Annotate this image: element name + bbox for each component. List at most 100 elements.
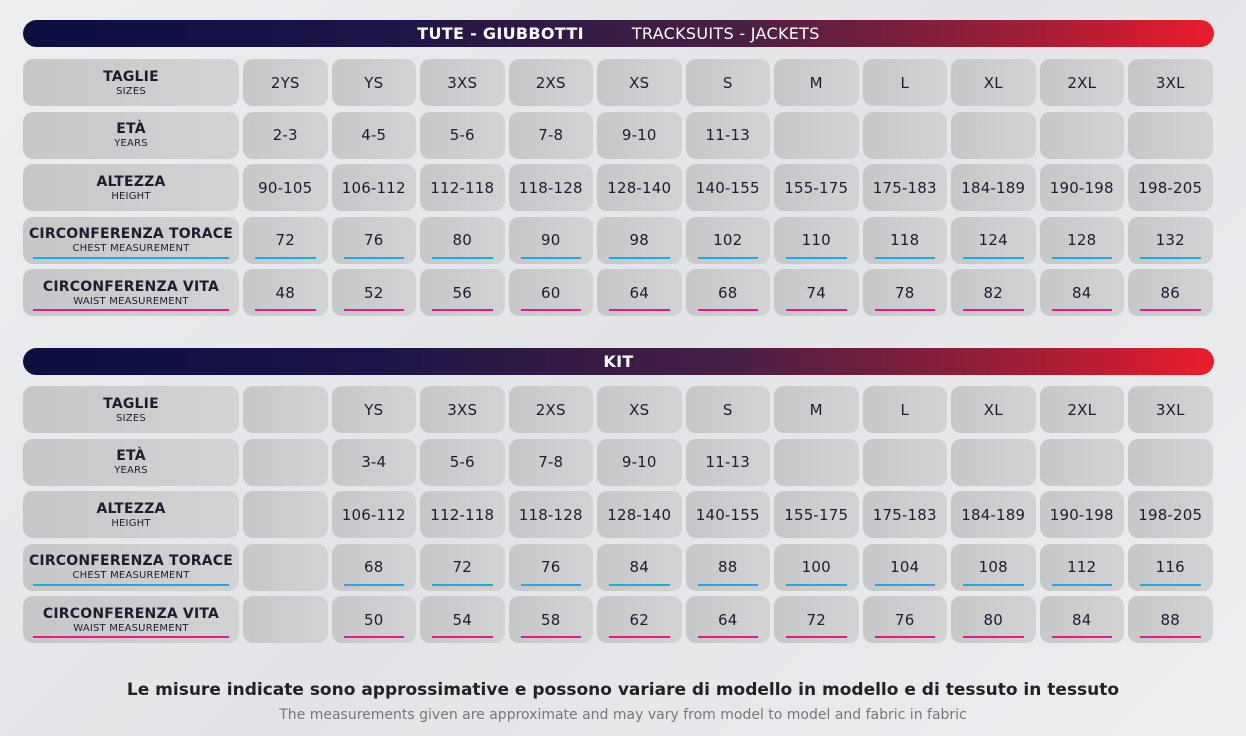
- table-cell: 58: [508, 596, 593, 643]
- table-cell: 72: [243, 216, 328, 264]
- row-label-it: ETÀ: [116, 448, 146, 464]
- table-cell: [1128, 438, 1213, 486]
- table-cell: 102: [685, 216, 770, 264]
- table-cell: YS: [331, 59, 416, 106]
- table-cell: 3XL: [1128, 386, 1213, 433]
- table-cell: 110: [774, 216, 859, 264]
- table-cell: [951, 111, 1036, 159]
- table-cell: 116: [1128, 543, 1213, 591]
- table-cell: 128-140: [597, 164, 682, 211]
- section-title: TUTE - GIUBBOTTI: [417, 24, 584, 43]
- size-table-tracksuits: TAGLIE SIZES 2YS YS 3XS 2XS XS S M L XL 2XL 3XL ETÀ YE…: [23, 59, 1213, 316]
- table-cell: 2XS: [508, 59, 593, 106]
- row-label-it: TAGLIE: [103, 395, 159, 412]
- table-cell: 82: [951, 269, 1036, 316]
- row-label-en: HEIGHT: [111, 517, 151, 529]
- table-cell: 76: [862, 596, 947, 643]
- disclaimer-en: The measurements given are approximate a…: [279, 707, 967, 723]
- row-label-en: WAIST MEASUREMENT: [73, 295, 189, 307]
- table-cell: [1128, 111, 1213, 159]
- table-cell: [243, 596, 328, 643]
- table-cell: 112: [1039, 543, 1124, 591]
- table-cell: [243, 491, 328, 538]
- row-label-it: TAGLIE: [103, 68, 159, 85]
- table-cell: YS: [331, 386, 416, 433]
- table-cell: 60: [508, 269, 593, 316]
- table-cell: [243, 438, 328, 486]
- row-label-it: CIRCONFERENZA VITA: [42, 605, 220, 622]
- table-cell: 2XS: [508, 386, 593, 433]
- table-cell: 118: [862, 216, 947, 264]
- table-cell: 140-155: [685, 491, 770, 538]
- table-cell: 68: [331, 543, 416, 591]
- row-label: CIRCONFERENZA TORACE CHEST MEASUREMENT: [23, 543, 239, 591]
- table-cell: XS: [597, 386, 682, 433]
- table-cell: 84: [1039, 596, 1124, 643]
- row-label: ETÀ YEARS: [23, 438, 239, 486]
- table-cell: 84: [1039, 269, 1124, 316]
- row-label-en: YEARS: [114, 465, 148, 476]
- row-label: ALTEZZA HEIGHT: [23, 491, 239, 538]
- table-cell: 88: [1128, 596, 1213, 643]
- row-label-it: CIRCONFERENZA TORACE: [28, 553, 234, 569]
- table-cell: 2YS: [243, 59, 328, 106]
- table-cell: [774, 111, 859, 159]
- row-label: CIRCONFERENZA VITA WAIST MEASUREMENT: [23, 269, 239, 316]
- section-title-en: TRACKSUITS - JACKETS: [631, 24, 820, 43]
- table-cell: 72: [774, 596, 859, 643]
- table-cell: [1039, 438, 1124, 486]
- row-label-it: ALTEZZA: [96, 173, 166, 190]
- table-cell: 140-155: [685, 164, 770, 211]
- table-cell: 78: [862, 269, 947, 316]
- table-cell: 2XL: [1039, 59, 1124, 106]
- table-cell: M: [774, 59, 859, 106]
- table-cell: 155-175: [774, 164, 859, 211]
- section-title: KIT: [603, 352, 634, 371]
- table-cell: 9-10: [597, 438, 682, 486]
- table-cell: 11-13: [685, 438, 770, 486]
- table-cell: 9-10: [597, 111, 682, 159]
- table-cell: 108: [951, 543, 1036, 591]
- table-cell: S: [685, 59, 770, 106]
- table-cell: 54: [420, 596, 505, 643]
- table-cell: 190-198: [1039, 164, 1124, 211]
- table-cell: XS: [597, 59, 682, 106]
- table-cell: 7-8: [508, 438, 593, 486]
- table-cell: 80: [420, 216, 505, 264]
- row-label-en: CHEST MEASUREMENT: [72, 243, 190, 254]
- table-cell: 74: [774, 269, 859, 316]
- table-cell: 184-189: [951, 164, 1036, 211]
- row-label: CIRCONFERENZA TORACE CHEST MEASUREMENT: [23, 216, 239, 264]
- table-cell: [1039, 111, 1124, 159]
- row-label: ETÀ YEARS: [23, 111, 239, 159]
- table-cell: 175-183: [862, 491, 947, 538]
- table-cell: 3XS: [420, 59, 505, 106]
- table-cell: 80: [951, 596, 1036, 643]
- table-cell: 88: [685, 543, 770, 591]
- table-cell: 64: [685, 596, 770, 643]
- table-cell: S: [685, 386, 770, 433]
- table-cell: 198-205: [1128, 491, 1213, 538]
- table-cell: 4-5: [331, 111, 416, 159]
- table-cell: 48: [243, 269, 328, 316]
- table-cell: 7-8: [508, 111, 593, 159]
- table-cell: 56: [420, 269, 505, 316]
- size-table-kit: TAGLIE SIZES YS 3XS 2XS XS S M L XL 2XL 3XL ETÀ YEARS…: [23, 386, 1213, 643]
- table-cell: L: [862, 386, 947, 433]
- table-cell: 76: [508, 543, 593, 591]
- row-label: CIRCONFERENZA VITA WAIST MEASUREMENT: [23, 596, 239, 643]
- table-cell: L: [862, 59, 947, 106]
- table-cell: 86: [1128, 269, 1213, 316]
- row-label-en: HEIGHT: [111, 190, 151, 202]
- table-cell: [862, 438, 947, 486]
- table-cell: XL: [951, 59, 1036, 106]
- section-header-kit: KIT: [23, 348, 1214, 375]
- table-cell: 106-112: [331, 164, 416, 211]
- table-cell: 90: [508, 216, 593, 264]
- row-label-it: ETÀ: [116, 121, 146, 137]
- row-label: ALTEZZA HEIGHT: [23, 164, 239, 211]
- row-label-en: WAIST MEASUREMENT: [73, 622, 189, 634]
- table-cell: 72: [420, 543, 505, 591]
- table-cell: [243, 386, 328, 433]
- table-cell: 118-128: [508, 491, 593, 538]
